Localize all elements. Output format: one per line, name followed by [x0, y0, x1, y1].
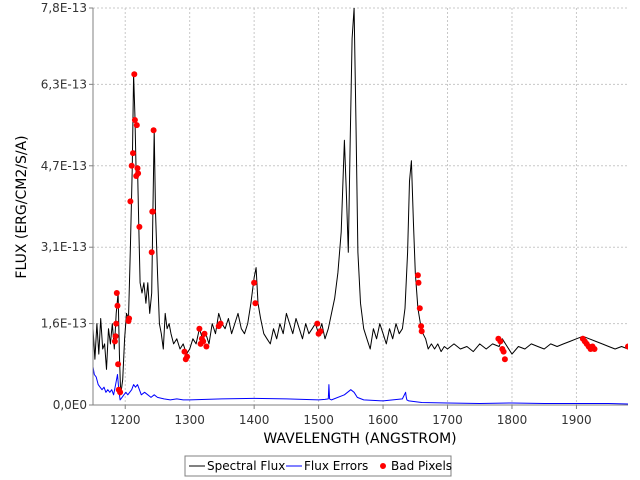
bad-pixel-point — [149, 208, 156, 215]
bad-pixel-point — [113, 320, 120, 327]
x-tick-label: 1600 — [368, 413, 399, 427]
bad-pixel-point — [131, 71, 138, 78]
bad-pixel-point — [217, 320, 224, 327]
bad-pixel-point — [414, 272, 421, 279]
bad-pixel-point — [134, 165, 141, 172]
bad-pixel-point — [126, 315, 133, 322]
y-tick-label: 0,0E0 — [53, 398, 87, 412]
bad-pixel-point — [112, 333, 119, 340]
bad-pixel-point — [128, 162, 135, 169]
bad-pixel-point — [500, 348, 507, 355]
plot-background — [93, 8, 628, 405]
bad-pixel-point — [148, 249, 155, 256]
bad-pixel-point — [130, 150, 136, 157]
bad-pixel-point — [317, 328, 324, 335]
x-tick-label: 1400 — [239, 413, 270, 427]
bad-pixel-point — [150, 127, 157, 134]
y-tick-label: 3,1E-13 — [41, 240, 87, 254]
x-tick-label: 1300 — [174, 413, 205, 427]
plot-area — [93, 8, 628, 405]
bad-pixel-point — [200, 338, 207, 345]
series-line-spectral-flux — [93, 8, 628, 396]
bad-pixel-point — [111, 338, 118, 345]
y-tick-label: 6,3E-13 — [41, 77, 87, 91]
y-axis-ticks: 0,0E0 1,6E-13 3,1E-13 4,7E-13 6,3E-13 7,8E-13 — [41, 1, 93, 412]
bad-pixel-point — [113, 290, 120, 296]
bad-pixel-point — [117, 389, 124, 396]
bad-pixel-point — [127, 198, 134, 205]
x-tick-label: 1700 — [432, 413, 463, 427]
legend-swatch-bad-pixels — [380, 463, 386, 469]
bad-pixel-point — [591, 346, 598, 352]
bad-pixel-point — [625, 343, 628, 350]
x-tick-label: 1800 — [497, 413, 528, 427]
series-layer — [93, 8, 628, 405]
legend: Spectral Flux Flux Errors Bad Pixels — [184, 455, 452, 477]
x-tick-label: 1200 — [110, 413, 141, 427]
bad-pixel-point — [418, 323, 425, 330]
y-tick-label: 7,8E-13 — [41, 1, 87, 15]
series-line-flux-errors — [93, 366, 628, 405]
bad-pixel-point — [133, 122, 140, 129]
legend-box — [184, 455, 452, 477]
y-tick-label: 4,7E-13 — [41, 159, 87, 173]
bad-pixel-point — [501, 356, 508, 363]
bad-pixel-point — [184, 353, 191, 360]
bad-pixel-point — [131, 117, 138, 123]
bad-pixel-point — [196, 325, 203, 332]
bad-pixel-point — [203, 343, 210, 350]
y-tick-label: 1,6E-13 — [41, 317, 87, 331]
bad-pixel-point — [135, 170, 142, 177]
legend-label-spectral-flux: Spectral Flux — [207, 459, 285, 473]
x-axis-ticks: 1200 1300 1400 1500 1600 1700 1800 1900 — [110, 405, 592, 427]
y-axis-title: FLUX (ERG/CM2/S/A) — [14, 135, 30, 278]
x-tick-label: 1500 — [303, 413, 334, 427]
bad-pixel-point — [415, 279, 422, 286]
legend-label-bad-pixels: Bad Pixels — [391, 459, 452, 473]
x-tick-label: 1900 — [561, 413, 592, 427]
bad-pixel-point — [497, 338, 504, 345]
bad-pixel-point — [114, 302, 121, 309]
x-axis-title: WAVELENGTH (ANGSTROM) — [263, 431, 456, 447]
grid-lines — [93, 7, 628, 405]
bad-pixel-point — [252, 300, 259, 307]
bad-pixel-point — [416, 305, 423, 312]
bad-pixel-point — [115, 361, 122, 368]
bad-pixel-point — [136, 223, 143, 230]
bad-pixel-point — [181, 348, 188, 355]
legend-label-flux-errors: Flux Errors — [304, 459, 368, 473]
bad-pixel-point — [251, 279, 258, 286]
bad-pixel-point — [314, 320, 321, 327]
bad-pixel-point — [201, 330, 208, 337]
bad-pixel-point — [418, 328, 425, 335]
